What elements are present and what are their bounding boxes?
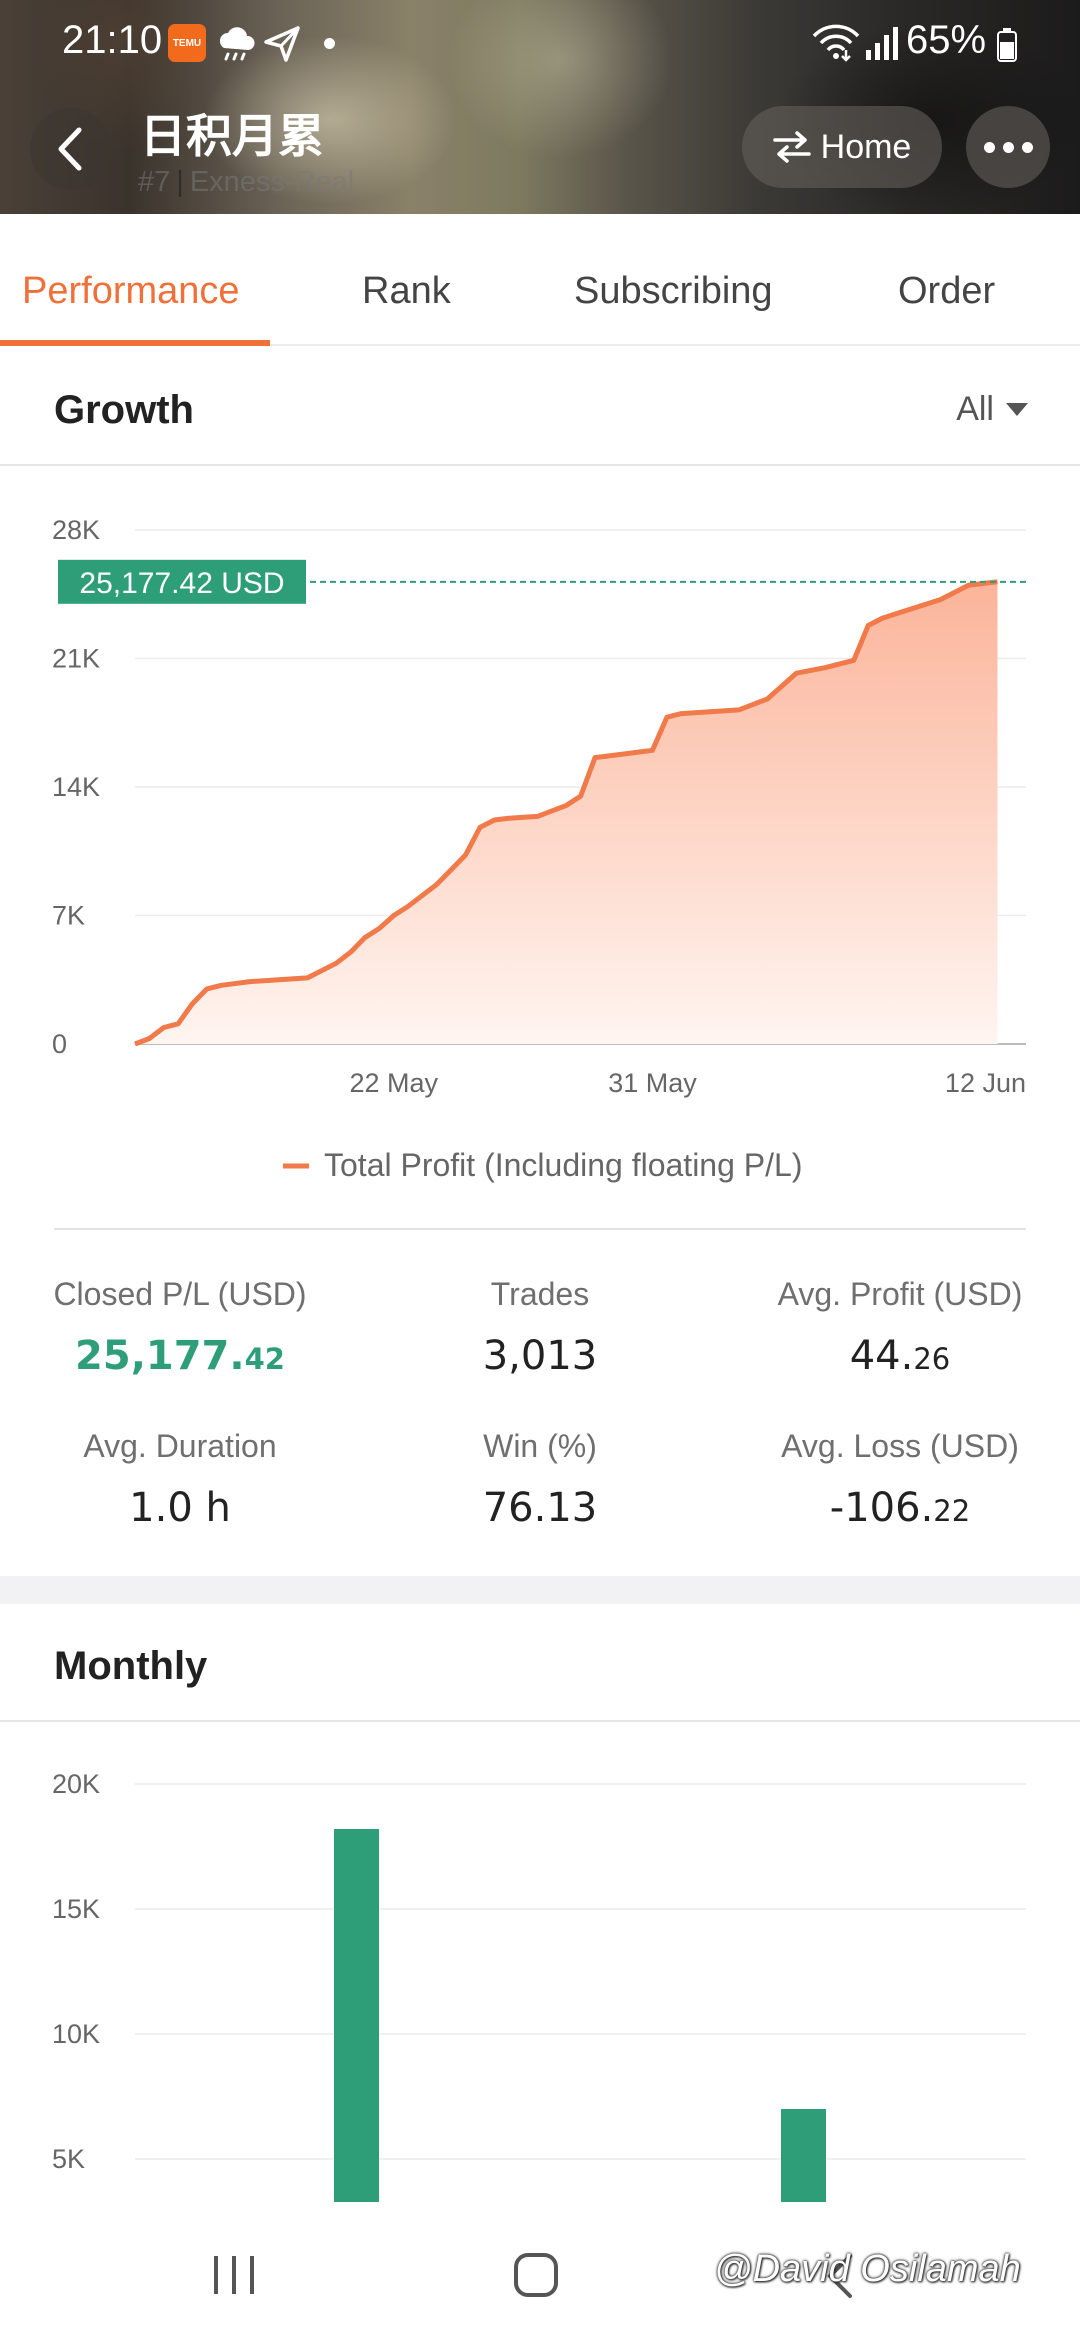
bar-may <box>334 1829 379 2202</box>
y-tick-label: 0 <box>52 1029 67 1059</box>
home-nav-icon[interactable] <box>512 2250 560 2300</box>
trades-value: 3,013 <box>482 1333 598 1379</box>
avg-duration-value: 1.0 h <box>129 1485 231 1531</box>
stats-divider <box>54 1228 1026 1230</box>
swap-icon <box>772 131 811 163</box>
y-tick-label: 15K <box>52 1894 100 1924</box>
send-icon <box>264 26 300 62</box>
current-value-badge <box>58 559 306 604</box>
trades-stat: Trades 3,013 <box>360 1276 720 1379</box>
closed-pl-stat: Closed P/L (USD) 25,177.42 <box>0 1276 360 1379</box>
avg-loss-stat: Avg. Loss (USD) -106.22 <box>720 1428 1080 1531</box>
battery-icon <box>997 28 1017 62</box>
period-select[interactable]: All <box>956 390 1028 429</box>
growth-chart: 0 7K 14K 21K 28K 22 May 31 May 12 Jun 25,177.42 … <box>52 515 1026 1183</box>
account-subtitle: #7 | Exness-Real <box>138 166 354 199</box>
tab-active-indicator <box>0 340 270 346</box>
y-tick-label: 21K <box>52 644 100 674</box>
monthly-title: Monthly <box>54 1644 208 1688</box>
win-rate-stat: Win (%) 76.13 <box>360 1428 720 1531</box>
caret-down-icon <box>1006 403 1028 416</box>
bar-jun <box>781 2109 826 2202</box>
y-tick-label: 14K <box>52 772 100 802</box>
header-banner: 21:10 TEMU 65% <box>0 0 1080 214</box>
legend-label: Total Profit (Including floating P/L) <box>324 1147 802 1183</box>
win-rate-label: Win (%) <box>483 1428 597 1464</box>
trades-label: Trades <box>490 1276 590 1312</box>
section-gap <box>0 1576 1080 1604</box>
series-line-total-profit <box>134 579 998 1047</box>
growth-title: Growth <box>54 388 194 432</box>
avg-loss-int: -106. <box>829 1485 934 1531</box>
closed-pl-dec: 42 <box>244 1342 285 1376</box>
monthly-header: Monthly <box>0 1604 1080 1722</box>
tab-performance[interactable]: Performance <box>22 270 240 312</box>
chevron-left-icon <box>58 127 82 171</box>
monthly-chart: 5K 10K 15K 20K <box>52 1769 1026 2202</box>
y-tick-label: 7K <box>52 901 85 931</box>
subtitle-separator: | <box>176 166 184 198</box>
current-value-label: 25,177.42 USD <box>79 567 284 600</box>
avg-loss-dec: 22 <box>933 1494 971 1528</box>
avg-loss-label: Avg. Loss (USD) <box>781 1428 1019 1464</box>
period-value: All <box>956 390 994 428</box>
more-dot-icon <box>1002 141 1014 153</box>
avg-profit-stat: Avg. Profit (USD) 44.26 <box>720 1276 1080 1379</box>
more-dot-icon <box>983 141 995 153</box>
rank-tag: #7 <box>138 166 171 198</box>
avg-loss-value: -106.22 <box>720 1485 1080 1531</box>
account-name: Exness-Real <box>189 166 355 198</box>
tab-rank[interactable]: Rank <box>362 270 451 312</box>
y-tick-label: 10K <box>52 2019 100 2049</box>
x-tick-label: 12 Jun <box>945 1068 1026 1098</box>
back-button[interactable] <box>30 108 112 190</box>
closed-pl-int: 25,177. <box>75 1333 245 1379</box>
x-tick-label: 22 May <box>349 1068 438 1098</box>
closed-pl-value: 25,177.42 <box>0 1333 360 1379</box>
dot-icon <box>324 38 335 49</box>
y-tick-label: 20K <box>52 1769 100 1799</box>
avg-duration-label: Avg. Duration <box>83 1428 277 1464</box>
closed-pl-label: Closed P/L (USD) <box>53 1276 307 1312</box>
recent-apps-icon[interactable] <box>210 2252 258 2298</box>
home-button[interactable]: Home <box>742 106 942 188</box>
avg-profit-label: Avg. Profit (USD) <box>777 1276 1023 1312</box>
weather-icon <box>219 27 255 61</box>
area-fill <box>135 581 998 1044</box>
avg-duration-stat: Avg. Duration 1.0 h <box>0 1428 360 1531</box>
home-button-label: Home <box>820 127 912 166</box>
win-rate-value: 76.13 <box>482 1485 598 1531</box>
y-tick-label: 28K <box>52 515 100 545</box>
tab-order[interactable]: Order <box>898 270 996 312</box>
growth-header: Growth All <box>0 348 1080 466</box>
y-tick-label: 5K <box>52 2144 85 2174</box>
back-nav-icon[interactable] <box>820 2250 860 2302</box>
battery-percent: 65% <box>906 18 987 62</box>
wifi-icon <box>812 24 860 62</box>
more-dot-icon <box>1021 141 1033 153</box>
page-title: 日积月累 <box>140 109 324 163</box>
status-bar: 21:10 TEMU 65% <box>0 0 1080 84</box>
system-nav-bar: @David Osilamah <box>0 2218 1080 2340</box>
tab-bar: Performance Rank Subscribing Order <box>0 214 1080 346</box>
avg-profit-value: 44.26 <box>720 1333 1080 1379</box>
x-tick-label: 31 May <box>608 1068 697 1098</box>
signal-icon <box>866 27 898 60</box>
watermark: @David Osilamah <box>714 2248 1021 2290</box>
more-options-button[interactable] <box>966 106 1050 188</box>
avg-profit-int: 44. <box>849 1333 914 1379</box>
avg-profit-dec: 26 <box>913 1342 951 1376</box>
tab-subscribing[interactable]: Subscribing <box>574 270 773 312</box>
status-time: 21:10 <box>62 18 163 62</box>
temu-icon: TEMU <box>168 24 206 62</box>
